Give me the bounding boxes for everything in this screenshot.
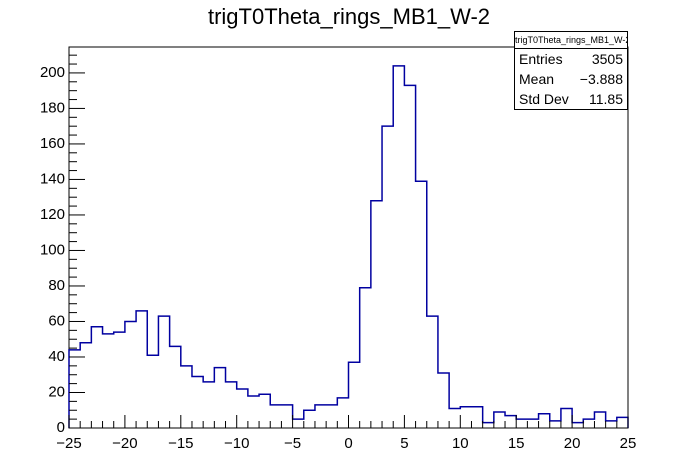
chart-title: trigT0Theta_rings_MB1_W-2 <box>207 4 491 29</box>
y-tick-label: 120 <box>40 206 65 223</box>
stats-row-mean: Mean −3.888 <box>515 69 627 89</box>
x-tick-label: −25 <box>56 435 81 452</box>
stats-label: Entries <box>519 51 563 67</box>
y-tick-label: 0 <box>57 419 65 436</box>
y-tick-label: 80 <box>48 277 65 294</box>
stats-value: −3.888 <box>579 71 623 87</box>
stats-row-entries: Entries 3505 <box>515 49 627 69</box>
stats-label: Mean <box>519 71 555 87</box>
y-tick-label: 40 <box>48 348 65 365</box>
x-tick-label: −5 <box>284 435 301 452</box>
y-tick-label: 180 <box>40 99 65 116</box>
x-tick-label: 5 <box>400 435 408 452</box>
x-tick-label: 0 <box>344 435 352 452</box>
y-tick-label: 20 <box>48 383 65 400</box>
x-tick-label: 10 <box>452 435 469 452</box>
y-tick-label: 140 <box>40 170 65 187</box>
stats-title: trigT0Theta_rings_MB1_W-2 <box>515 32 627 49</box>
x-tick-label: 20 <box>564 435 581 452</box>
y-tick-label: 160 <box>40 135 65 152</box>
stats-value: 11.85 <box>589 91 623 107</box>
y-tick-label: 100 <box>40 241 65 258</box>
stats-box: trigT0Theta_rings_MB1_W-2 Entries 3505 Me… <box>514 31 628 110</box>
stats-label: Std Dev <box>519 91 569 107</box>
x-tick-label: −10 <box>224 435 249 452</box>
x-tick-label: 15 <box>508 435 525 452</box>
histogram-line <box>68 65 629 428</box>
stats-row-stddev: Std Dev 11.85 <box>515 89 627 109</box>
y-tick-label: 200 <box>40 64 65 81</box>
x-tick-label: −20 <box>112 435 137 452</box>
x-tick-label: −15 <box>168 435 193 452</box>
y-tick-label: 60 <box>48 312 65 329</box>
x-tick-label: 25 <box>620 435 637 452</box>
stats-value: 3505 <box>591 51 623 67</box>
